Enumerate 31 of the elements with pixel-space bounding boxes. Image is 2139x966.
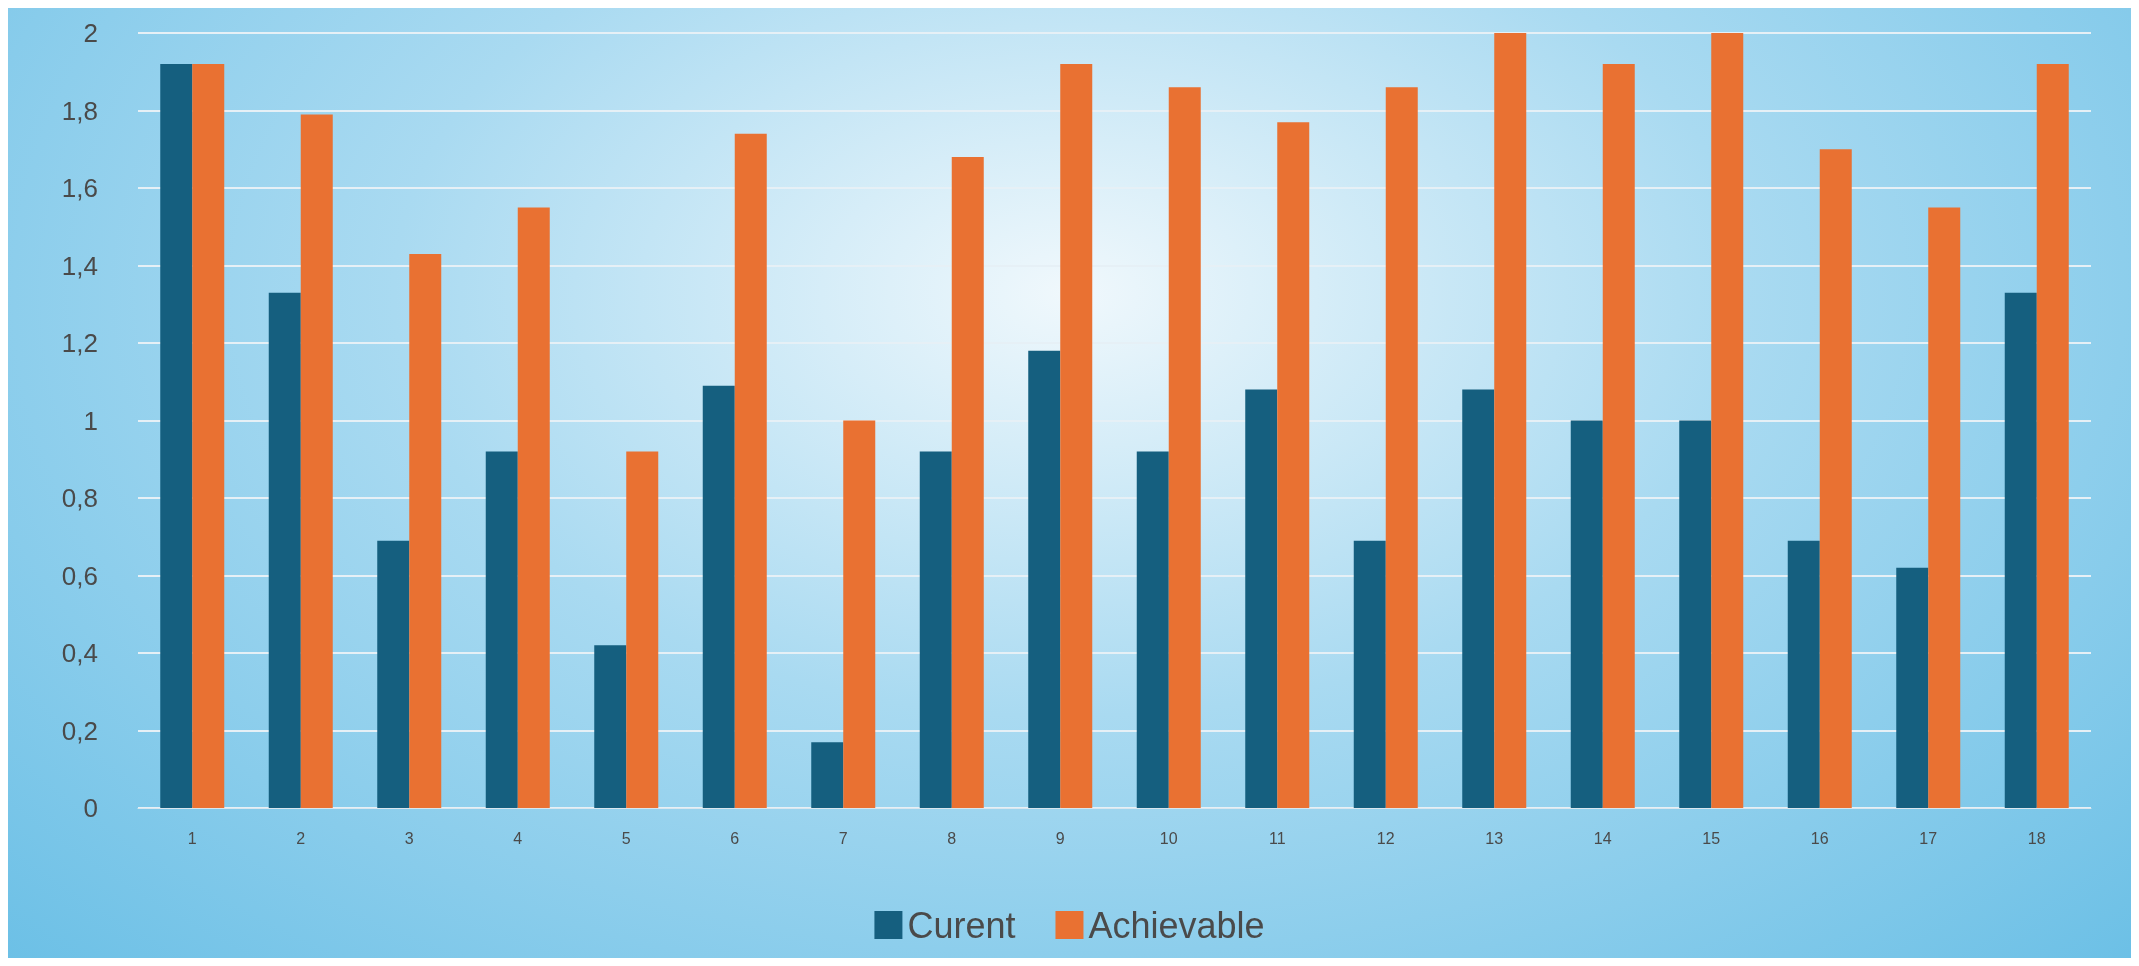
y-tick-label: 1,4 — [61, 250, 98, 281]
x-tick-label: 2 — [296, 829, 306, 847]
y-tick-label: 1,2 — [61, 328, 98, 358]
y-tick-label: 1 — [83, 405, 98, 436]
y-tick-label: 1,8 — [61, 95, 98, 126]
x-tick-label: 16 — [1810, 829, 1829, 847]
y-tick-label: 0 — [83, 793, 98, 823]
legend-label: Achievable — [1088, 904, 1265, 946]
x-tick-label: 5 — [621, 829, 631, 847]
y-tick-label: 0,2 — [61, 715, 98, 746]
y-tick-label: 2 — [83, 18, 98, 48]
x-tick-label: 7 — [838, 829, 848, 847]
x-tick-label: 18 — [2027, 829, 2046, 847]
x-tick-label: 9 — [1055, 829, 1065, 847]
x-tick-label: 4 — [513, 829, 523, 847]
x-tick-label: 14 — [1593, 829, 1612, 847]
x-tick-label: 15 — [1702, 829, 1721, 847]
x-tick-label: 12 — [1376, 829, 1395, 847]
x-tick-label: 17 — [1919, 829, 1938, 847]
y-tick-label: 0,8 — [61, 483, 98, 513]
x-tick-label: 3 — [404, 829, 414, 847]
y-tick-label: 0,4 — [61, 638, 98, 668]
x-tick-label: 6 — [730, 829, 740, 847]
x-tick-label: 13 — [1485, 829, 1504, 847]
legend-label: Curent — [907, 904, 1016, 946]
x-tick-label: 10 — [1159, 829, 1178, 847]
x-tick-label: 11 — [1268, 829, 1286, 847]
y-tick-label: 1,6 — [61, 173, 98, 203]
x-tick-label: 1 — [187, 829, 197, 847]
x-tick-label: 8 — [947, 829, 957, 847]
y-tick-label: 0,6 — [61, 560, 98, 591]
